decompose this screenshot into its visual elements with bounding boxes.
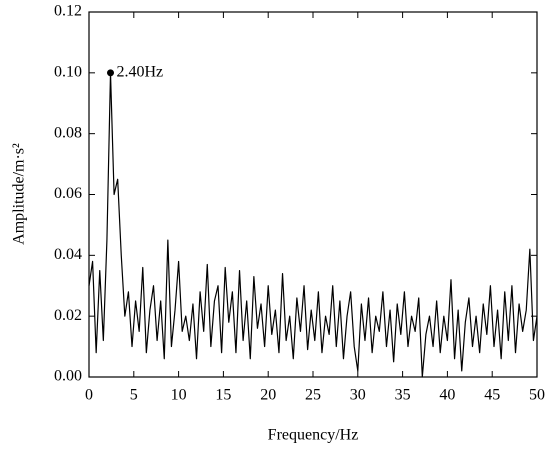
x-tick-label: 20	[260, 387, 276, 404]
y-tick-label: 0.00	[54, 368, 82, 385]
y-tick-label: 0.06	[54, 185, 82, 202]
x-tick-label: 50	[529, 387, 545, 404]
y-tick-label: 0.10	[54, 64, 82, 81]
x-tick-label: 40	[439, 387, 455, 404]
x-tick-label: 10	[171, 387, 187, 404]
y-tick-label: 0.08	[54, 124, 82, 141]
x-tick-label: 15	[215, 387, 231, 404]
x-tick-label: 25	[305, 387, 321, 404]
x-tick-label: 45	[484, 387, 500, 404]
peak-marker	[107, 69, 115, 77]
line	[88, 72, 538, 378]
y-tick-label: 0.02	[54, 307, 82, 324]
x-axis-label: Frequency/Hz	[268, 427, 359, 444]
x-tick-label: 35	[395, 387, 411, 404]
annotation: 2.40Hz	[117, 64, 164, 81]
x-tick-label: 30	[350, 387, 366, 404]
x-tick-label: 5	[130, 387, 138, 404]
x-tick-label: 0	[85, 387, 93, 404]
y-tick-label: 0.04	[54, 246, 82, 263]
y-tick-label: 0.12	[54, 3, 82, 20]
y-axis-label: Amplitude/m·s²	[11, 143, 28, 245]
